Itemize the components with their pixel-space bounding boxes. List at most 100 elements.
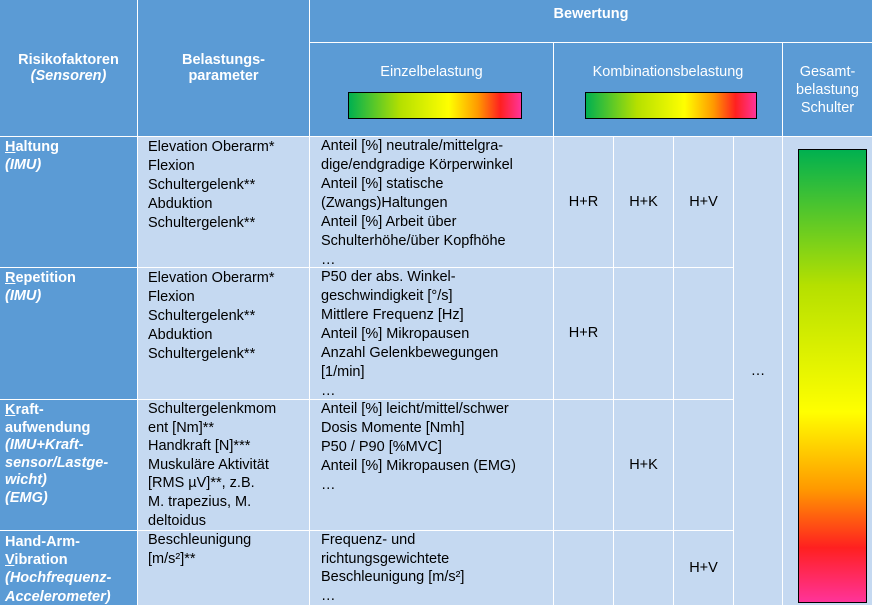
risk-line: Kraft- <box>5 402 137 420</box>
metric-line: Frequenz- und <box>321 532 416 548</box>
parameter-line: Abduktion <box>148 327 213 343</box>
parameter-line: Schultergelenkmom <box>148 401 277 417</box>
risk-name: altung <box>15 139 59 155</box>
combo-cell-hk: H+K <box>614 137 673 267</box>
parameter-line: Elevation Oberarm* <box>148 270 275 286</box>
parameter-line: deltoidus <box>148 512 207 529</box>
total-load-title-3: Schulter <box>800 99 855 116</box>
combo-cell-empty <box>614 268 673 399</box>
combined-load-header: Kombinationsbelastung <box>554 43 782 136</box>
risk-sensor: (IMU) <box>5 156 42 173</box>
risk-line: aufwendung <box>5 419 91 436</box>
parameter-line: Muskuläre Aktivität <box>148 456 269 473</box>
metric-line: Dosis Momente [Nmh] <box>321 420 465 436</box>
combo-cell-hr: H+R <box>554 137 613 267</box>
combo-label: H+V <box>689 193 718 210</box>
combo-cell-empty <box>674 268 733 399</box>
metric-line: P50 / P90 [%MVC] <box>321 439 442 455</box>
total-shoulder-load-header: Gesamt- belastung Schulter <box>783 43 872 136</box>
risk-sensor: (IMU) <box>5 287 42 304</box>
single-load-title: Einzelbelastung <box>380 64 483 80</box>
risk-factors-title: Risikofaktoren <box>18 52 119 68</box>
risk-factor-force: Kraft- aufwendung (IMU+Kraft- sensor/Las… <box>0 400 137 530</box>
total-shoulder-load-column <box>783 137 872 605</box>
total-load-color-scale <box>798 149 867 603</box>
risk-sensor: (IMU+Kraft- <box>5 437 84 453</box>
risk-line: Hand-Arm- <box>5 534 80 550</box>
risk-sensor: wicht) <box>5 472 47 488</box>
load-parameter-header: Belastungs- parameter <box>138 0 309 136</box>
metric-line: Anteil [%] Mikropausen (EMG) <box>321 458 517 474</box>
metric-line: Anteil [%] neutrale/mittelgra- <box>321 138 504 154</box>
risk-factor-vibration: Hand-Arm- Vibration (Hochfrequenz- Accel… <box>0 531 137 605</box>
metric-line: Schulterhöhe/über Kopfhöhe <box>321 233 506 249</box>
combo-cell-hr: H+R <box>554 268 613 399</box>
parameter-line: Beschleunigung <box>148 532 252 548</box>
parameter-line: [RMS µV]**, z.B. <box>148 475 255 492</box>
rating-header: Bewertung <box>310 0 872 42</box>
parameter-line: Handkraft [N]*** <box>148 438 251 455</box>
risk-name: ibration <box>14 552 68 569</box>
rating-title: Bewertung <box>553 6 629 22</box>
risk-initial: R <box>5 270 16 286</box>
further-combinations-column: … <box>734 137 782 605</box>
single-load-color-scale <box>348 92 522 119</box>
load-parameters-vibration: Beschleunigung [m/s²]** <box>138 531 309 605</box>
parameter-line: Flexion <box>148 289 195 305</box>
risk-line: Haltung <box>5 139 137 157</box>
metric-line: Anteil [%] Arbeit über <box>321 214 457 230</box>
risk-initial: H <box>5 139 16 155</box>
risk-initial: V <box>5 552 15 569</box>
metric-line: [1/min] <box>321 364 365 380</box>
risk-sensor: (EMG) <box>5 489 48 506</box>
metrics-repetition: P50 der abs. Winkel- geschwindigkeit [°/… <box>310 268 553 399</box>
combined-load-color-scale <box>585 92 757 119</box>
combo-label: H+K <box>629 193 658 210</box>
metric-line: Mittlere Frequenz [Hz] <box>321 307 464 323</box>
metric-line: (Zwangs)Haltungen <box>321 195 448 211</box>
risk-name: epetition <box>15 270 76 286</box>
combo-label: H+V <box>689 559 718 576</box>
metric-line: Anteil [%] statische <box>321 176 444 192</box>
combo-cell-empty <box>614 531 673 605</box>
parameter-line: [m/s²]** <box>148 551 196 567</box>
metric-line: P50 der abs. Winkel- <box>321 269 456 285</box>
single-load-header: Einzelbelastung <box>310 43 553 136</box>
metrics-vibration: Frequenz- und richtungsgewichtete Beschl… <box>310 531 553 605</box>
combo-cell-hv: H+V <box>674 137 733 267</box>
combo-label: H+R <box>568 193 599 210</box>
combo-cell-hk: H+K <box>614 400 673 530</box>
combined-load-title: Kombinationsbelastung <box>592 64 744 80</box>
parameter-line: Schultergelenk** <box>148 215 256 231</box>
total-load-title-2: belastung <box>796 81 859 98</box>
load-parameters-posture: Elevation Oberarm* Flexion Schultergelen… <box>138 137 309 267</box>
total-load-title-1: Gesamt- <box>799 63 856 80</box>
risk-factor-repetition: Repetition (IMU) <box>0 268 137 399</box>
load-parameter-title-2: parameter <box>188 68 259 84</box>
risk-name: raft- <box>15 402 44 418</box>
metric-line: Beschleunigung [m/s²] <box>321 569 465 585</box>
parameter-line: M. trapezius, M. <box>148 493 252 510</box>
metric-line: Anteil [%] Mikropausen <box>321 326 470 342</box>
metric-line: Anteil [%] leicht/mittel/schwer <box>321 401 509 417</box>
risk-sensor: (Hochfrequenz- <box>5 570 112 587</box>
metric-line: dige/endgradige Körperwinkel <box>321 157 513 173</box>
parameter-line: Schultergelenk** <box>148 177 256 193</box>
metrics-force: Anteil [%] leicht/mittel/schwer Dosis Mo… <box>310 400 553 530</box>
risk-line: Repetition <box>5 270 137 288</box>
parameter-line: Schultergelenk** <box>148 308 256 324</box>
combo-cell-empty <box>674 400 733 530</box>
risk-sensor: sensor/Lastge- <box>5 454 109 471</box>
load-parameters-force: Schultergelenkmom ent [Nm]** Handkraft [… <box>138 400 309 530</box>
sensors-subtitle: (Sensoren) <box>30 68 107 84</box>
metric-line: geschwindigkeit [°/s] <box>321 288 453 304</box>
parameter-line: Abduktion <box>148 196 213 212</box>
combo-label: H+R <box>568 325 599 341</box>
risk-sensor: Accelerometer) <box>5 588 111 605</box>
combo-cell-hv: H+V <box>674 531 733 605</box>
risk-factors-header: Risikofaktoren (Sensoren) <box>0 0 137 136</box>
combo-label: H+K <box>629 457 658 473</box>
metric-line: … <box>321 383 336 399</box>
parameter-line: ent [Nm]** <box>148 419 215 436</box>
